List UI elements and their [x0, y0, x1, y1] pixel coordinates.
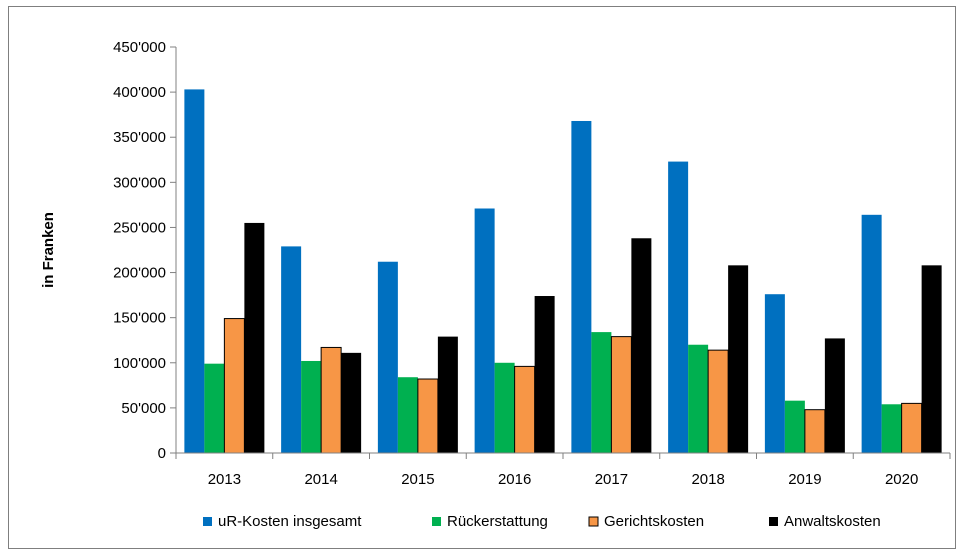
- x-tick-label: 2014: [304, 471, 337, 488]
- x-tick-label: 2020: [885, 471, 918, 488]
- legend-swatch: [769, 517, 778, 526]
- y-axis-ticks: 0 50'000 100'000 150'000 200'000 250'000 300'0…: [113, 39, 176, 462]
- x-tick-label: 2018: [691, 471, 724, 488]
- bar-ur-kosten-insgesamt-2014: [281, 246, 302, 453]
- y-tick-label: 450'000: [113, 39, 166, 56]
- bar-anwaltskosten-2020: [921, 265, 942, 453]
- bar-gerichtskosten-2019: [804, 409, 826, 454]
- x-tick-label: 2013: [208, 471, 241, 488]
- legend-label: Rückerstattung: [447, 513, 548, 530]
- bar-r-ckerstattung-2019: [784, 400, 805, 453]
- bar-ur-kosten-insgesamt-2015: [377, 261, 398, 453]
- bar-ur-kosten-insgesamt-2013: [184, 89, 205, 453]
- bar-anwaltskosten-2018: [728, 265, 749, 453]
- bar-anwaltskosten-2013: [244, 222, 265, 453]
- bar-r-ckerstattung-2018: [688, 344, 709, 453]
- y-tick-label: 200'000: [113, 265, 166, 282]
- y-tick-label: 250'000: [113, 219, 166, 236]
- y-tick-label: 100'000: [113, 355, 166, 372]
- bar-anwaltskosten-2014: [341, 352, 362, 453]
- bar-anwaltskosten-2017: [631, 238, 652, 453]
- legend-swatch: [432, 517, 441, 526]
- x-axis-ticks: 2013 2014 2015 2016 2017 2018 2019 2020: [175, 453, 951, 488]
- bar-ur-kosten-insgesamt-2018: [668, 161, 689, 454]
- bars: [184, 89, 942, 454]
- bar-gerichtskosten-2016: [514, 365, 536, 454]
- y-tick-label: 150'000: [113, 310, 166, 327]
- bar-r-ckerstattung-2014: [301, 360, 322, 453]
- bar-ur-kosten-insgesamt-2020: [861, 214, 882, 453]
- x-tick-label: 2017: [595, 471, 628, 488]
- bar-r-ckerstattung-2017: [591, 332, 612, 453]
- bar-ur-kosten-insgesamt-2016: [474, 208, 495, 453]
- bar-ur-kosten-insgesamt-2017: [571, 120, 592, 453]
- y-tick-label: 50'000: [121, 400, 166, 417]
- legend-swatch: [588, 516, 599, 527]
- legend-label: Anwaltskosten: [784, 513, 881, 530]
- bar-gerichtskosten-2017: [610, 336, 632, 454]
- bar-gerichtskosten-2020: [901, 402, 923, 454]
- bar-gerichtskosten-2018: [707, 349, 729, 454]
- x-tick-label: 2019: [788, 471, 821, 488]
- legend: uR-Kosten insgesamt Rückerstattung Gericht…: [203, 513, 881, 530]
- legend-swatch: [203, 517, 212, 526]
- bar-anwaltskosten-2019: [824, 338, 845, 453]
- bar-gerichtskosten-2014: [320, 346, 342, 454]
- y-tick-label: 0: [158, 445, 166, 462]
- y-tick-label: 400'000: [113, 84, 166, 101]
- legend-label: Gerichtskosten: [604, 513, 704, 530]
- bar-r-ckerstattung-2016: [494, 362, 515, 453]
- x-tick-label: 2015: [401, 471, 434, 488]
- y-axis-label: in Franken: [40, 212, 57, 288]
- bar-gerichtskosten-2015: [417, 378, 439, 454]
- x-tick-label: 2016: [498, 471, 531, 488]
- legend-label: uR-Kosten insgesamt: [218, 513, 362, 530]
- y-tick-label: 350'000: [113, 129, 166, 146]
- bar-ur-kosten-insgesamt-2019: [764, 294, 785, 453]
- bar-r-ckerstattung-2020: [881, 404, 902, 453]
- bar-anwaltskosten-2016: [534, 296, 555, 453]
- bar-gerichtskosten-2013: [223, 318, 245, 454]
- y-tick-label: 300'000: [113, 174, 166, 191]
- bar-r-ckerstattung-2013: [204, 363, 225, 453]
- bar-anwaltskosten-2015: [437, 336, 458, 453]
- bar-r-ckerstattung-2015: [397, 377, 418, 453]
